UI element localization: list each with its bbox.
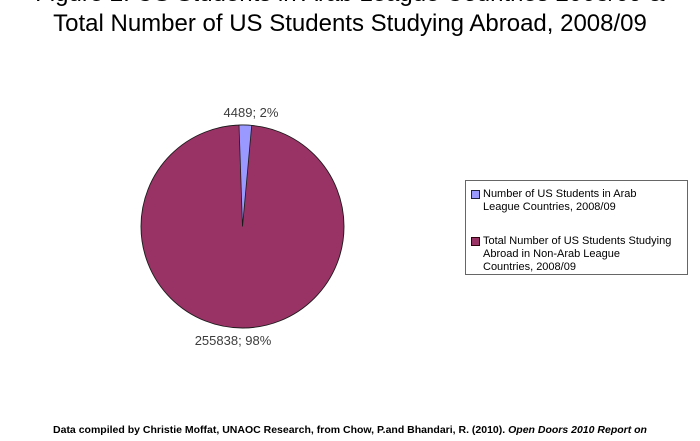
pie-slice-arab	[238, 124, 253, 227]
chart-title-line2: Total Number of US Students Studying Abr…	[53, 10, 647, 37]
legend-item-non-arab: Total Number of US Students Studying Abr…	[471, 235, 685, 274]
legend-label-line: Number of US Students in Arab	[483, 188, 637, 200]
legend-item-label: Total Number of US Students Studying Abr…	[483, 235, 671, 274]
data-label-arab: 4489; 2%	[223, 105, 279, 120]
legend-label-line: Countries, 2008/09	[483, 261, 576, 273]
chart-title-line1: Figure 2: US Students in Arab League Cou…	[0, 0, 700, 9]
legend-label-line: Total Number of US Students Studying	[483, 235, 672, 247]
footer-citation-italic: Open Doors 2010 Report on	[508, 424, 647, 436]
legend-item-label: Number of US Students in Arab League Cou…	[483, 188, 636, 214]
legend-label-line: League Countries, 2008/09	[483, 201, 616, 213]
legend-marker-non-arab-icon	[471, 237, 480, 246]
legend-marker-arab-icon	[471, 190, 480, 199]
data-label-non-arab: 255838; 98%	[194, 333, 272, 348]
footer-citation-regular: Data compiled by Christie Moffat, UNAOC …	[53, 424, 509, 436]
legend-label-line: Abroad in Non-Arab League	[483, 248, 620, 260]
legend-item-arab: Number of US Students in Arab League Cou…	[471, 188, 685, 214]
footer-citation: Data compiled by Christie Moffat, UNAOC …	[0, 423, 700, 437]
chart-title: Figure 2: US Students in Arab League Cou…	[0, 0, 700, 39]
legend-box: Number of US Students in Arab League Cou…	[465, 180, 688, 275]
